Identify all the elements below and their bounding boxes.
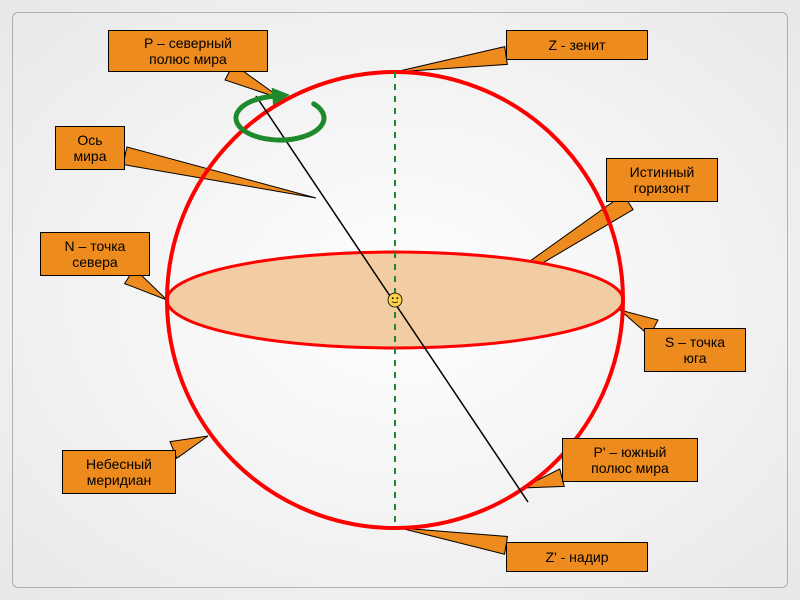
world-axis-label: Ось мира xyxy=(55,126,125,170)
celestial-sphere-diagram xyxy=(0,0,800,600)
celestial-meridian-label: Небесный меридиан xyxy=(62,450,176,494)
south-point-label: S – точка юга xyxy=(644,328,746,372)
north-pole-label: P – северный полюс мира xyxy=(108,30,268,72)
zenith-label: Z - зенит xyxy=(506,30,648,60)
observer-smiley-icon xyxy=(388,293,402,307)
true-horizon-label: Истинный горизонт xyxy=(606,158,718,202)
nadir-label: Z' - надир xyxy=(506,542,648,572)
canvas: Z - зенит P – северный полюс мира Ось ми… xyxy=(0,0,800,600)
north-point-label: N – точка севера xyxy=(40,232,150,276)
south-pole-label: Р' – южный полюс мира xyxy=(562,438,698,482)
